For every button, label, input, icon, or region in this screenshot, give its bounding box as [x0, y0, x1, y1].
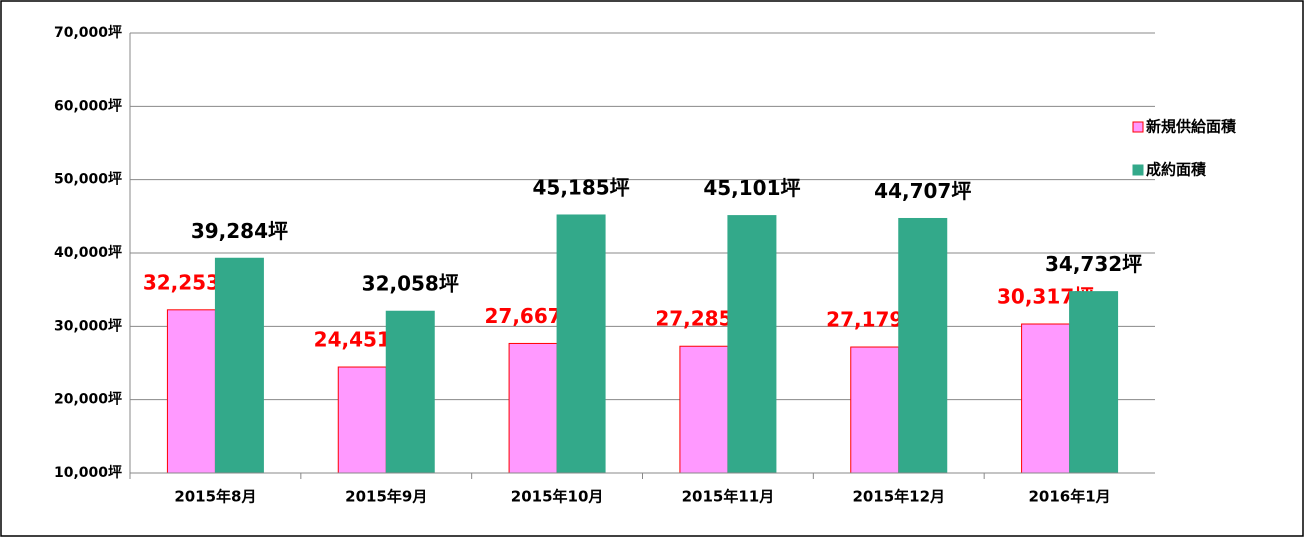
bar [679, 345, 729, 474]
data-label: 39,284坪 [191, 219, 288, 243]
bar [1069, 291, 1119, 474]
x-tick-label: 2016年1月 [1028, 488, 1110, 506]
bar [1021, 323, 1071, 474]
bar [385, 310, 435, 474]
y-tick-label: 20,000坪 [54, 392, 122, 408]
bar [508, 342, 558, 474]
x-tick-label: 2015年8月 [174, 488, 256, 506]
legend-swatch [1132, 164, 1144, 176]
bar [337, 366, 387, 474]
y-tick-label: 50,000坪 [54, 172, 122, 188]
y-tick-label: 10,000坪 [54, 465, 122, 481]
data-label: 45,185坪 [532, 175, 629, 199]
y-tick-label: 70,000坪 [54, 25, 122, 41]
data-label: 34,732坪 [1045, 252, 1142, 276]
bar [556, 214, 606, 474]
bar [850, 346, 900, 474]
legend-label: 新規供給面積 [1146, 118, 1237, 136]
bar [727, 215, 777, 474]
data-label: 45,101坪 [703, 176, 800, 200]
bar [214, 257, 264, 474]
x-tick-label: 2015年10月 [511, 488, 604, 506]
x-tick-label: 2015年11月 [682, 488, 775, 506]
legend-swatch [1132, 121, 1144, 133]
x-tick-label: 2015年9月 [345, 488, 427, 506]
x-tick-label: 2015年12月 [852, 488, 945, 506]
y-tick-label: 60,000坪 [54, 98, 122, 114]
bar [166, 309, 216, 474]
data-label: 32,058坪 [362, 272, 459, 296]
y-tick-label: 40,000坪 [54, 245, 122, 261]
data-label: 44,707坪 [874, 179, 971, 203]
legend-label: 成約面積 [1146, 161, 1207, 179]
bar [898, 217, 948, 474]
y-tick-label: 30,000坪 [54, 318, 122, 334]
